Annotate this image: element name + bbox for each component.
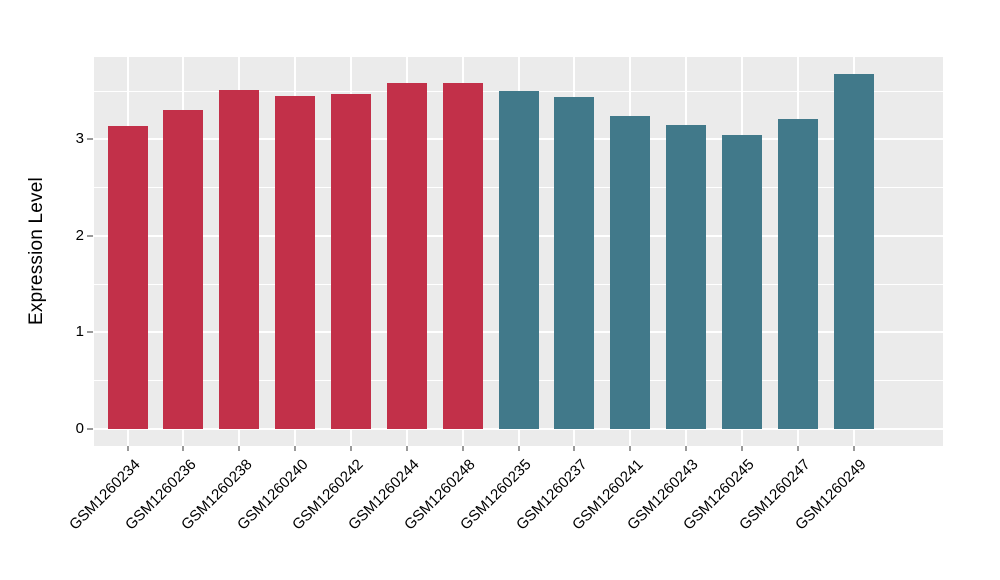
x-tick-mark bbox=[573, 446, 576, 451]
bar-GSM1260241 bbox=[610, 115, 651, 429]
y-tick-mark bbox=[87, 234, 93, 237]
h-gridline-major bbox=[94, 427, 943, 430]
y-tick-mark bbox=[87, 331, 93, 334]
bar-GSM1260244 bbox=[386, 83, 427, 429]
bar-GSM1260240 bbox=[275, 95, 316, 429]
bar-GSM1260238 bbox=[219, 89, 260, 429]
x-tick-mark bbox=[182, 446, 185, 451]
x-tick-mark bbox=[126, 446, 129, 451]
x-tick-mark bbox=[740, 446, 743, 451]
y-axis-title: Expression Level bbox=[26, 177, 47, 325]
bar-GSM1260242 bbox=[330, 93, 371, 429]
y-tick-label: 1 bbox=[75, 323, 84, 341]
y-tick-mark bbox=[87, 138, 93, 141]
x-tick-mark bbox=[294, 446, 297, 451]
bar-GSM1260235 bbox=[498, 90, 539, 429]
bar-GSM1260249 bbox=[833, 74, 874, 429]
x-tick-mark bbox=[405, 446, 408, 451]
x-tick-mark bbox=[349, 446, 352, 451]
x-tick-mark bbox=[629, 446, 632, 451]
bar-GSM1260247 bbox=[777, 118, 818, 429]
bar-GSM1260248 bbox=[442, 83, 483, 429]
y-tick-mark bbox=[87, 427, 93, 430]
x-tick-mark bbox=[461, 446, 464, 451]
y-tick-label: 2 bbox=[75, 226, 84, 244]
x-tick-mark bbox=[852, 446, 855, 451]
x-tick-mark bbox=[517, 446, 520, 451]
x-tick-mark bbox=[796, 446, 799, 451]
x-tick-mark bbox=[685, 446, 688, 451]
bar-GSM1260245 bbox=[721, 135, 762, 429]
bar-GSM1260234 bbox=[107, 126, 148, 429]
bar-GSM1260243 bbox=[666, 124, 707, 429]
plot-panel bbox=[94, 57, 943, 446]
y-tick-label: 0 bbox=[75, 419, 84, 437]
y-tick-label: 3 bbox=[75, 130, 84, 148]
bar-GSM1260237 bbox=[554, 96, 595, 429]
bar-GSM1260236 bbox=[163, 110, 204, 429]
x-tick-mark bbox=[238, 446, 241, 451]
